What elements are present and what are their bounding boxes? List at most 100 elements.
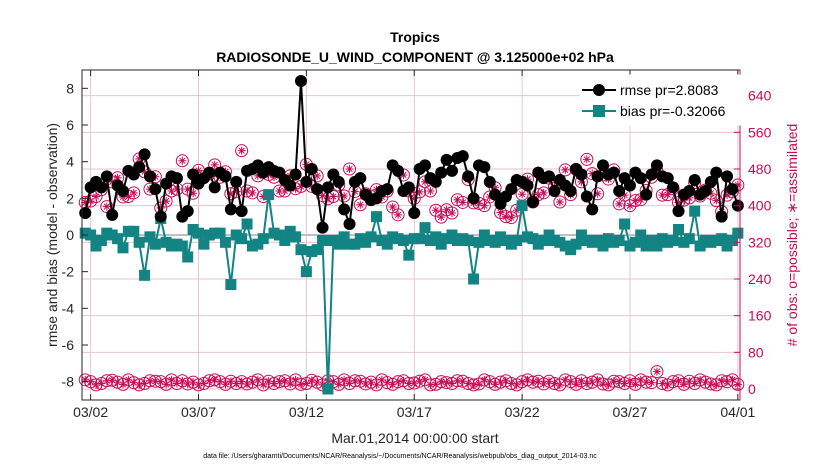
y-right-tick-label: 320 <box>748 234 772 250</box>
obs-assimilated-marker <box>89 190 103 203</box>
rmse-point <box>640 188 653 201</box>
obs-asterisk <box>539 188 548 197</box>
rmse-point <box>435 166 448 179</box>
obs-asterisk <box>507 213 516 222</box>
obs-asterisk <box>561 165 570 174</box>
obs-possible-marker <box>504 377 518 390</box>
obs-possible-marker <box>682 374 696 388</box>
obs-asterisk <box>474 379 483 388</box>
obs-asterisk <box>388 203 397 212</box>
obs-asterisk <box>410 194 419 203</box>
rmse-point <box>445 164 458 177</box>
legend-bias-label: bias pr=-0.32066 <box>620 103 726 119</box>
x-tick-label: 03/02 <box>73 404 108 420</box>
obs-assimilated-marker <box>240 184 254 198</box>
obs-asterisk <box>669 377 678 386</box>
obs-assimilated-marker <box>423 184 437 198</box>
obs-asterisk <box>625 201 634 210</box>
legend-bias-marker <box>593 105 605 117</box>
bias-series <box>79 189 744 395</box>
obs-asterisk <box>437 377 446 386</box>
bias-point <box>214 227 226 239</box>
obs-asterisk <box>733 380 742 389</box>
rmse-point <box>683 185 696 197</box>
obs-asterisk <box>334 380 343 389</box>
obs-asterisk <box>129 188 138 197</box>
obs-asterisk <box>577 177 586 186</box>
obs-possible-marker <box>418 373 432 387</box>
obs-asterisk <box>426 187 435 195</box>
obs-asterisk <box>286 379 295 388</box>
obs-possible-marker <box>127 376 141 390</box>
obs-asterisk <box>615 199 624 208</box>
rmse-point <box>645 168 658 181</box>
obs-assimilated-marker <box>391 208 405 222</box>
rmse-point <box>704 175 717 188</box>
obs-possible-marker <box>369 378 383 392</box>
rmse-point <box>170 172 183 185</box>
rmse-point <box>332 175 345 188</box>
rmse-point <box>392 164 405 177</box>
y-right-axis-ticks: 0 80 160 240 320 400 480 560 640 <box>734 70 772 400</box>
obs-asterisk <box>291 375 300 384</box>
rmse-point <box>607 166 620 179</box>
y-axis-label: rmse and bias (model - observation) <box>44 123 60 347</box>
obs-possible-marker <box>655 377 669 390</box>
y-tick-label: 4 <box>66 154 74 170</box>
obs-asterisk <box>685 193 694 202</box>
legend-box <box>579 74 746 126</box>
rmse-point <box>381 183 394 196</box>
obs-asterisk <box>248 188 257 197</box>
rmse-point <box>289 168 302 181</box>
rmse-point <box>521 179 534 192</box>
obs-possible-marker <box>78 373 92 387</box>
obs-assimilated-marker <box>353 198 367 212</box>
bias-point <box>176 240 188 252</box>
rmse-point <box>235 205 248 218</box>
bias-point <box>95 235 107 246</box>
y-right-tick-label: 640 <box>748 88 772 104</box>
rmse-series <box>79 75 744 234</box>
obs-asterisk <box>609 377 618 386</box>
rmse-point <box>586 203 599 216</box>
obs-asterisk <box>210 160 219 169</box>
bias-point <box>667 235 679 246</box>
bias-point <box>225 279 237 290</box>
bias-point <box>263 189 275 201</box>
obs-possible-marker <box>731 377 745 391</box>
obs-asterisk <box>663 190 672 199</box>
obs-assimilated-marker <box>623 199 637 213</box>
obs-asterisk <box>92 192 101 201</box>
x-tick-label: 03/27 <box>612 404 647 420</box>
rmse-point <box>505 183 518 196</box>
x-tick-label: 03/22 <box>505 404 540 420</box>
bias-point <box>300 266 312 278</box>
rmse-point <box>208 181 221 194</box>
obs-asterisk <box>523 175 532 184</box>
y-axis-ticks: -8 -6 -4 -2 0 2 4 6 8 <box>62 80 88 390</box>
obs-asterisk <box>437 213 446 222</box>
obs-assimilated-marker <box>224 187 238 201</box>
obs-asterisk <box>593 189 602 198</box>
rmse-point <box>699 185 712 197</box>
chart-title: Tropics <box>390 29 440 45</box>
obs-asterisk <box>259 380 268 389</box>
rmse-point <box>456 150 469 163</box>
obs-asterisk <box>491 183 500 192</box>
obs-possible-marker <box>461 377 475 390</box>
y-right-tick-label: 80 <box>748 344 764 360</box>
bias-point <box>117 242 129 254</box>
legend-rmse-label: rmse pr=2.8083 <box>620 82 719 98</box>
obs-asterisk <box>496 208 505 217</box>
bias-point <box>144 231 156 243</box>
rmse-point <box>106 208 119 221</box>
obs-asterisk <box>431 206 440 215</box>
obs-asterisk <box>604 380 613 389</box>
y-tick-label: 2 <box>66 190 74 206</box>
bias-point <box>295 244 307 256</box>
bias-point <box>257 233 269 245</box>
obs-asterisk <box>345 165 354 173</box>
x-tick-label: 04/01 <box>720 404 755 420</box>
bias-point <box>279 235 291 246</box>
obs-asterisk <box>313 171 322 180</box>
